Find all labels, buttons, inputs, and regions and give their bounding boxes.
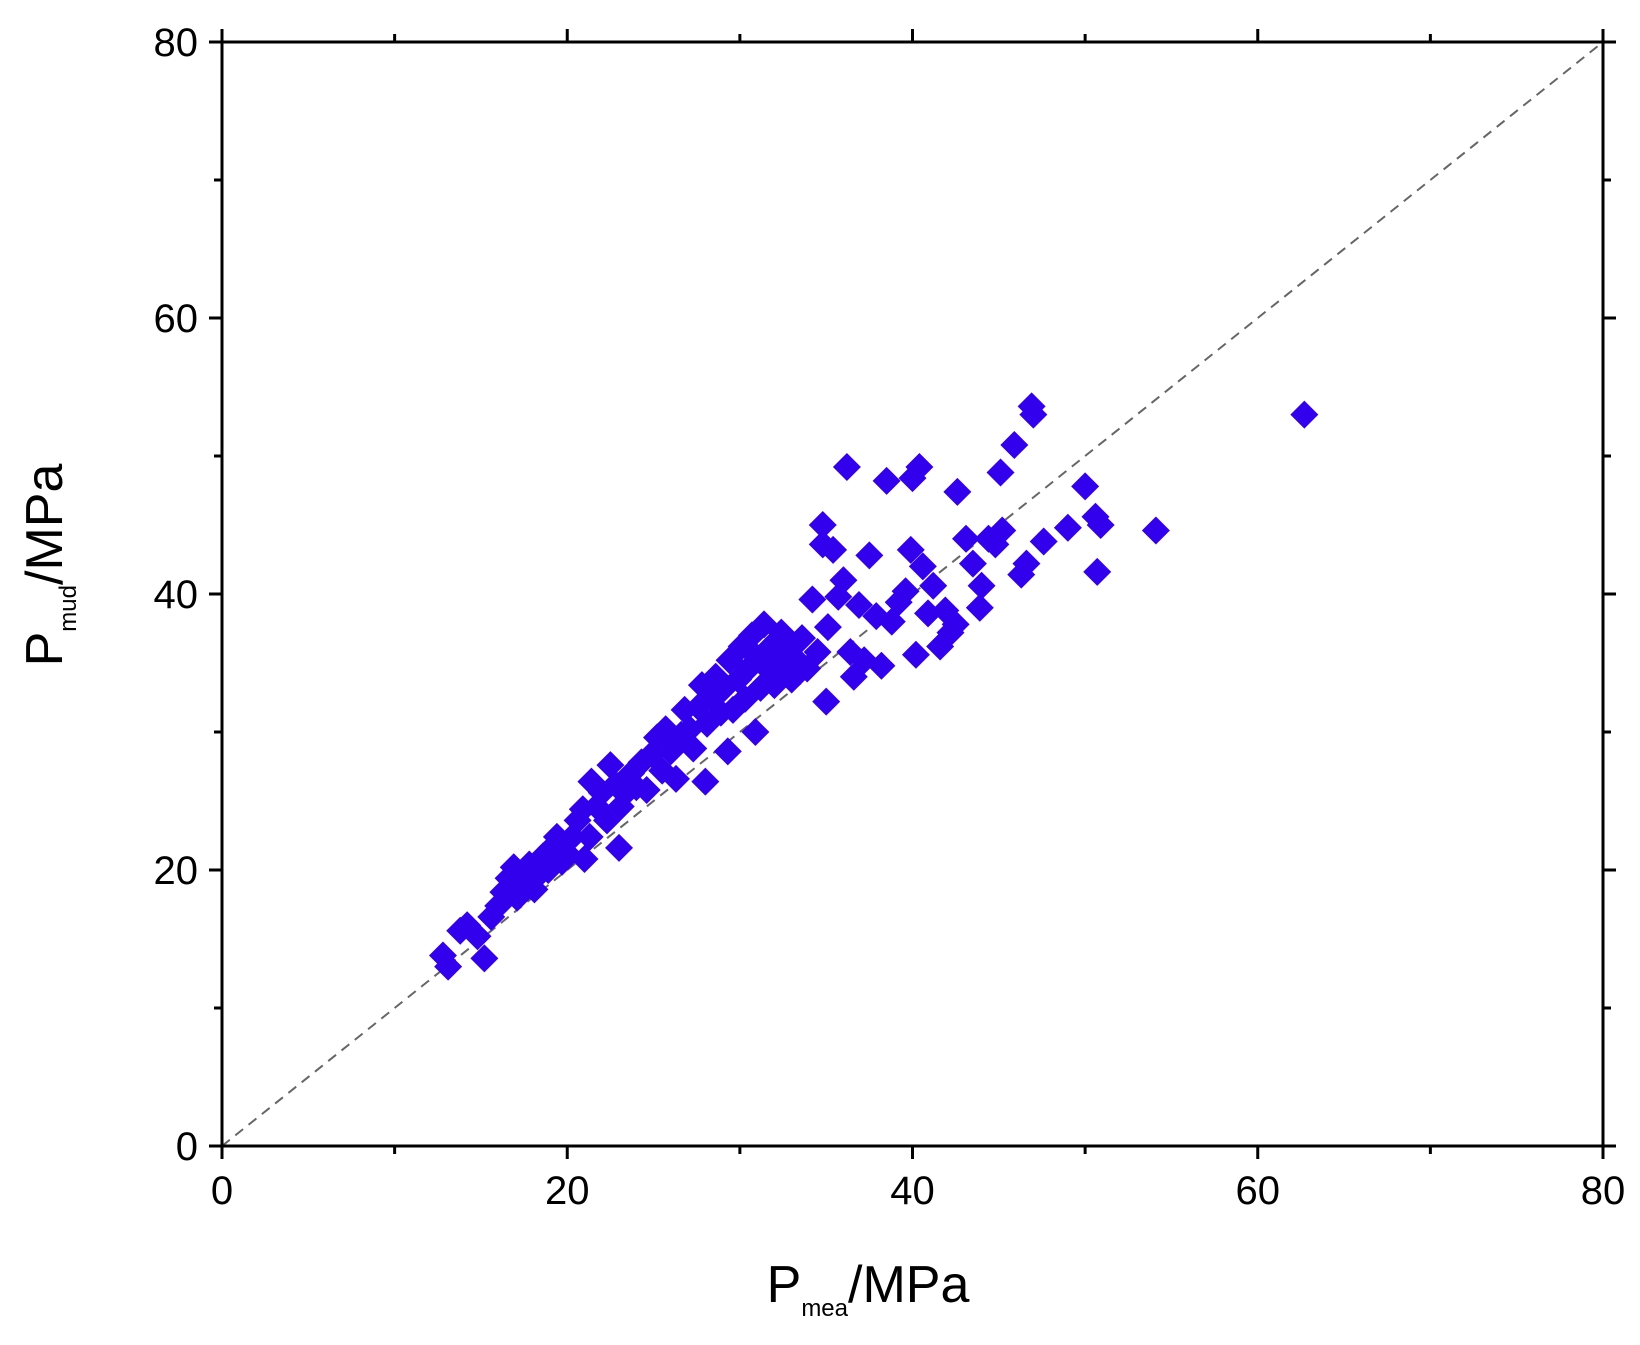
data-point	[605, 833, 634, 862]
data-point	[1071, 472, 1100, 501]
x-tick-label: 0	[211, 1169, 233, 1213]
data-point	[965, 593, 994, 622]
data-point	[901, 640, 930, 669]
data-point	[855, 541, 884, 570]
data-point	[713, 737, 742, 766]
data-point	[919, 571, 948, 600]
data-point	[988, 516, 1017, 545]
data-point	[1019, 400, 1048, 429]
data-point	[463, 922, 492, 951]
data-point	[958, 549, 987, 578]
data-points	[428, 392, 1319, 981]
data-point	[575, 822, 604, 851]
data-point	[1290, 400, 1319, 429]
x-tick-label: 80	[1581, 1169, 1626, 1213]
data-point	[986, 458, 1015, 487]
data-point	[1053, 513, 1082, 542]
data-point	[798, 585, 827, 614]
y-axis-title-unit: /MPa	[16, 464, 74, 585]
data-point	[741, 718, 770, 746]
y-tick-label: 40	[154, 573, 199, 617]
data-point	[1000, 430, 1029, 459]
data-point	[691, 767, 720, 796]
data-point	[1083, 557, 1112, 586]
data-point	[1007, 560, 1036, 589]
data-point	[832, 453, 861, 482]
data-point	[872, 466, 901, 495]
data-point	[952, 524, 981, 553]
y-tick-label: 0	[176, 1125, 198, 1169]
data-point	[570, 844, 599, 873]
y-axis-title-main: P	[16, 632, 74, 667]
y-tick-label: 60	[154, 297, 199, 341]
data-point	[943, 477, 972, 506]
y-tick-label: 20	[154, 849, 199, 893]
data-point	[1029, 527, 1058, 556]
y-tick-label: 80	[154, 21, 199, 65]
data-point	[819, 535, 848, 564]
data-point	[891, 577, 920, 606]
data-point	[434, 952, 463, 981]
data-point	[813, 613, 842, 642]
tick-labels: 0 20 40 60 80 0 20 40 60 80	[154, 21, 1626, 1213]
data-point	[1012, 549, 1041, 578]
y-axis-title: Pmud/MPa	[16, 464, 82, 667]
y-axis-title-sub: mud	[55, 585, 82, 632]
data-point	[470, 944, 499, 973]
x-axis-title: Pmea/MPa	[767, 1256, 970, 1322]
x-tick-label: 40	[890, 1169, 935, 1213]
data-point	[632, 775, 661, 804]
data-point	[914, 599, 943, 628]
data-point	[896, 535, 925, 564]
x-axis-title-main: P	[767, 1256, 802, 1314]
data-point	[1086, 511, 1115, 539]
data-point	[788, 624, 817, 653]
data-point	[941, 610, 970, 639]
x-tick-label: 20	[545, 1169, 590, 1213]
axis-ticks	[209, 29, 1616, 1159]
data-point	[596, 751, 625, 780]
data-point	[812, 687, 841, 716]
x-tick-label: 60	[1236, 1169, 1281, 1213]
data-point	[908, 552, 937, 581]
data-point	[967, 571, 996, 600]
x-axis-title-unit: /MPa	[848, 1256, 969, 1314]
data-point	[905, 453, 934, 482]
data-point	[679, 734, 708, 763]
data-point	[844, 591, 873, 620]
data-point	[1141, 516, 1170, 545]
data-point	[808, 511, 837, 539]
data-point	[803, 637, 832, 666]
data-point	[829, 566, 858, 595]
x-axis-title-sub: mea	[801, 1295, 848, 1322]
data-point	[867, 651, 896, 680]
data-point	[662, 764, 691, 793]
